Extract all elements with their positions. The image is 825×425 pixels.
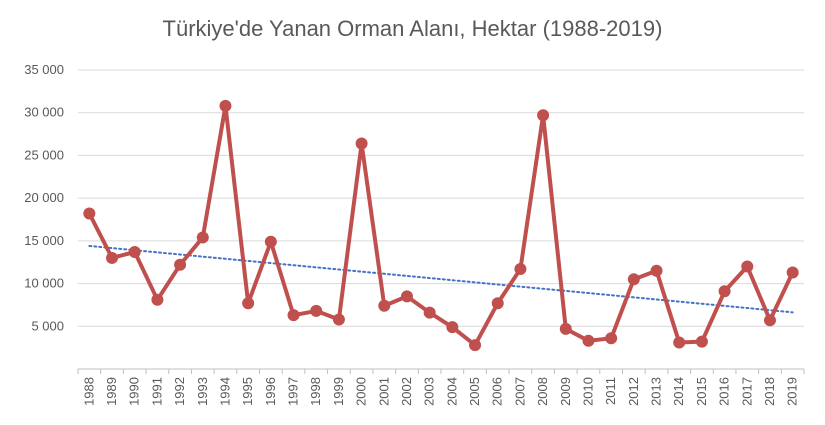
y-tick-label: 5 000 <box>31 318 64 333</box>
x-tick-label: 1989 <box>104 377 119 406</box>
trendline-layer <box>88 244 794 314</box>
data-point <box>287 309 300 322</box>
x-tick-label: 2018 <box>762 377 777 406</box>
x-tick-label: 2009 <box>558 377 573 406</box>
x-tick-label: 1993 <box>195 377 210 406</box>
y-tick-label: 20 000 <box>24 190 64 205</box>
x-tick-label: 2012 <box>626 377 641 406</box>
y-tick-label: 15 000 <box>24 233 64 248</box>
x-tick-label: 2003 <box>422 377 437 406</box>
data-point <box>695 335 708 348</box>
data-point <box>400 290 413 303</box>
data-point <box>174 258 187 271</box>
x-tick-label: 1997 <box>286 377 301 406</box>
y-tick-label: 30 000 <box>24 105 64 120</box>
x-tick-label: 2001 <box>376 377 391 406</box>
x-tick-label: 2014 <box>671 377 686 406</box>
x-axis-ticks: 1988 1989 1990 1991 1992 1993 1994 1995 1996 1997… <box>81 377 799 406</box>
data-point <box>650 264 663 277</box>
x-tick-label: 2005 <box>467 377 482 406</box>
y-axis-ticks: 5 000 10 000 15 000 20 000 25 000 30 000 35 00… <box>24 62 64 333</box>
data-point <box>128 245 141 258</box>
data-point <box>106 251 119 264</box>
data-point <box>219 99 232 112</box>
x-tick-label: 1992 <box>172 377 187 406</box>
data-point <box>378 299 391 312</box>
data-point <box>196 231 209 244</box>
x-tick-label: 2011 <box>603 377 618 405</box>
x-axis <box>77 368 805 374</box>
data-point <box>786 266 799 279</box>
x-tick-label: 1999 <box>331 377 346 406</box>
data-point <box>673 336 686 349</box>
data-point <box>423 306 436 319</box>
gridlines <box>78 69 804 327</box>
data-point <box>537 109 550 122</box>
x-tick-label: 1995 <box>240 377 255 406</box>
x-tick-label: 2007 <box>512 377 527 406</box>
data-point <box>264 235 277 248</box>
data-point <box>151 293 164 306</box>
x-tick-label: 1988 <box>81 377 96 406</box>
series-layer <box>83 99 799 352</box>
data-point <box>582 334 595 347</box>
data-point <box>83 207 96 220</box>
y-tick-label: 10 000 <box>24 276 64 291</box>
data-point <box>559 322 572 335</box>
x-tick-label: 1994 <box>217 377 232 406</box>
data-point <box>763 314 776 327</box>
x-tick-label: 1990 <box>127 377 142 406</box>
data-point <box>332 313 345 326</box>
x-tick-label: 1996 <box>263 377 278 406</box>
y-tick-label: 25 000 <box>24 147 64 162</box>
data-point <box>627 273 640 286</box>
x-tick-label: 2004 <box>444 377 459 406</box>
data-point <box>605 332 618 345</box>
data-point <box>741 260 754 273</box>
y-tick-label: 35 000 <box>24 62 64 77</box>
x-tick-label: 2006 <box>490 377 505 406</box>
x-tick-label: 2016 <box>717 377 732 406</box>
data-point <box>469 339 482 352</box>
data-point <box>718 285 731 298</box>
data-point <box>446 321 459 334</box>
series-line <box>87 103 795 348</box>
data-point <box>514 263 527 276</box>
x-tick-label: 2000 <box>354 377 369 406</box>
x-tick-label: 2019 <box>785 377 800 406</box>
data-point <box>310 304 323 317</box>
x-tick-label: 1998 <box>308 377 323 406</box>
data-point <box>491 297 504 310</box>
data-point <box>355 137 368 150</box>
x-tick-label: 2002 <box>399 377 414 406</box>
x-tick-label: 2013 <box>649 377 664 406</box>
chart-title: Türkiye'de Yanan Orman Alanı, Hektar (19… <box>162 16 663 41</box>
x-tick-label: 1991 <box>149 377 164 406</box>
x-tick-label: 2010 <box>580 377 595 406</box>
data-point <box>242 297 255 310</box>
x-tick-label: 2008 <box>535 377 550 406</box>
trendline <box>88 244 794 314</box>
x-tick-label: 2015 <box>694 377 709 406</box>
x-tick-label: 2017 <box>739 377 754 406</box>
